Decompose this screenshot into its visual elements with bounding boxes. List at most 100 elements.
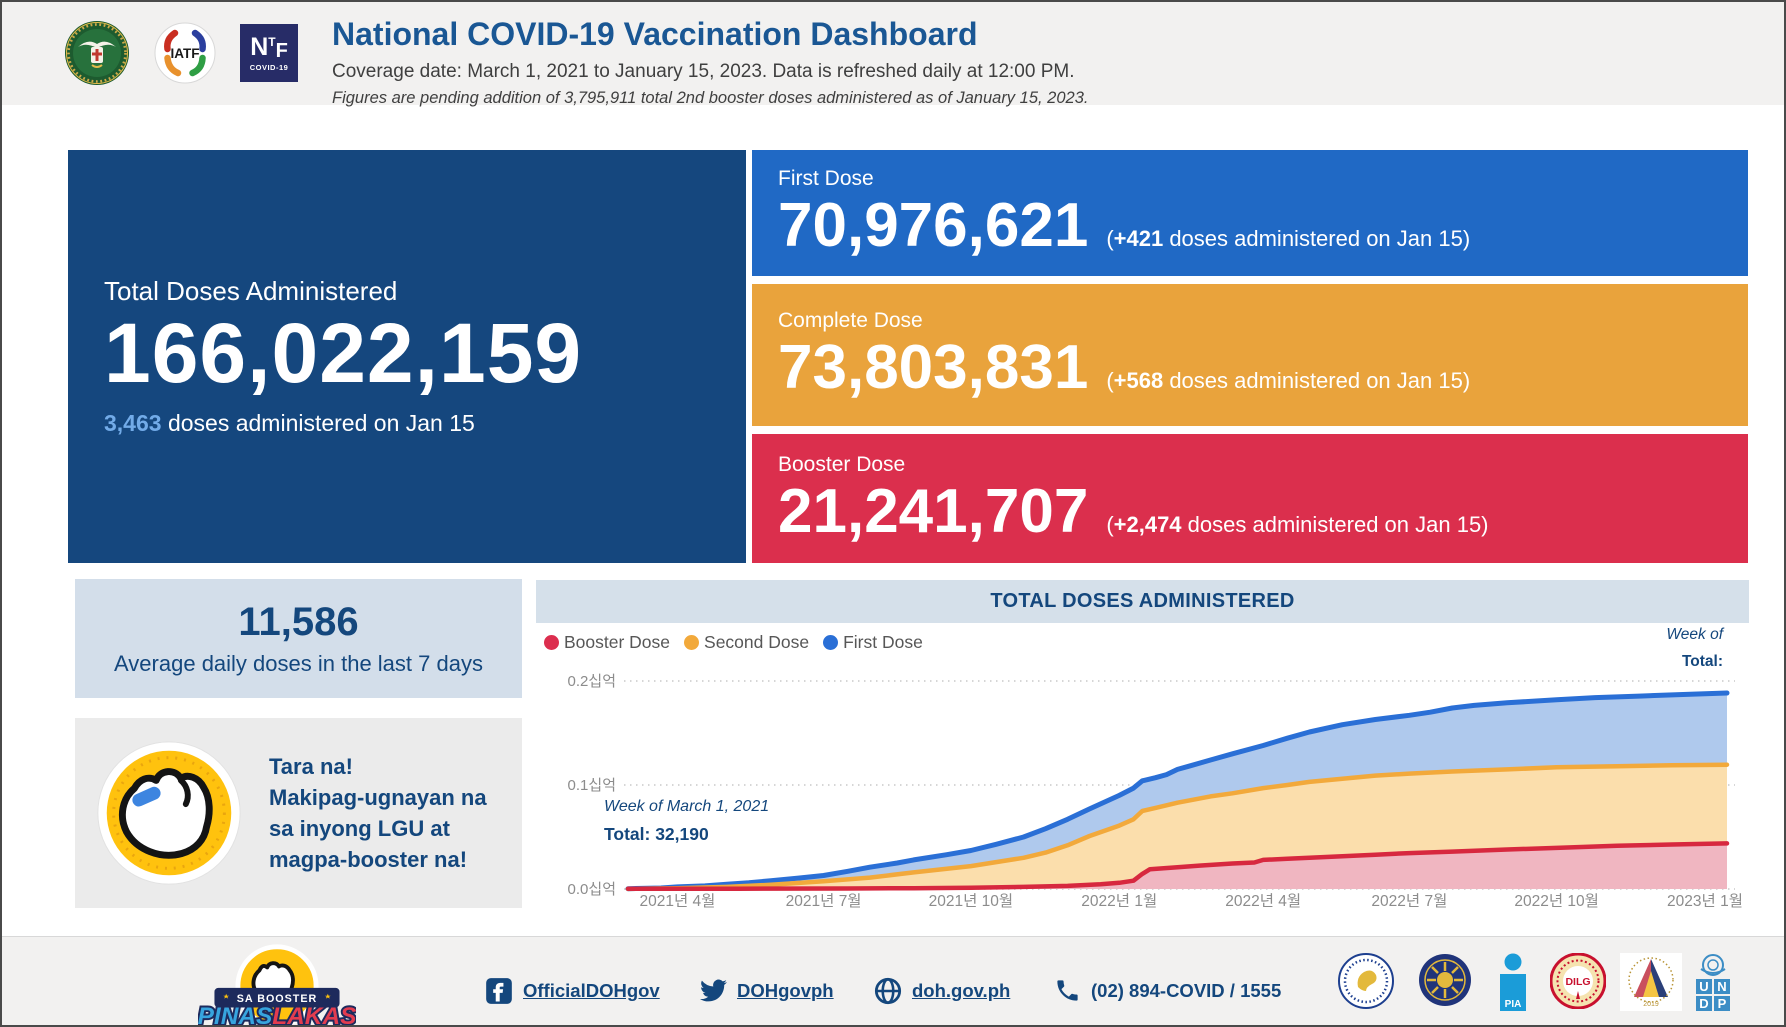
ops-seal-icon xyxy=(1338,953,1394,1009)
svg-text:U: U xyxy=(1699,979,1708,994)
end-total-label: Total: xyxy=(1681,653,1723,670)
dilg-seal-icon: DILG xyxy=(1550,953,1606,1009)
coverage-date-text: Coverage date: March 1, 2021 to January … xyxy=(332,61,1075,82)
total-delta-number: 3,463 xyxy=(104,409,162,436)
x-axis-tick-label: 2023년 1월 xyxy=(1667,892,1743,910)
flexed-arm-icon xyxy=(97,741,241,885)
anniversary-seal-icon: 2019 xyxy=(1620,953,1682,1011)
first-dose-label: First Dose xyxy=(778,167,874,191)
booster-dose-value: 21,241,707 xyxy=(778,476,1089,546)
legend-item-booster-dose[interactable]: Booster Dose xyxy=(544,632,670,653)
start-total-label: Total: 32,190 xyxy=(604,824,709,844)
dilg-text: DILG xyxy=(1565,976,1590,988)
complete-dose-card: Complete Dose 73,803,831 (+568 doses adm… xyxy=(752,284,1748,426)
total-doses-card: Total Doses Administered 166,022,159 3,4… xyxy=(68,150,746,563)
average-daily-doses-label: Average daily doses in the last 7 days xyxy=(114,651,483,676)
legend-dot-icon xyxy=(544,635,559,650)
iatf-logo-icon: IATF xyxy=(154,22,216,84)
total-doses-label: Total Doses Administered xyxy=(104,276,398,307)
first-dose-line xyxy=(625,690,1730,892)
complete-dose-value: 73,803,831 xyxy=(778,333,1089,403)
total-doses-delta: 3,463 doses administered on Jan 15 xyxy=(104,410,746,437)
iatf-text: IATF xyxy=(171,46,200,61)
website-link[interactable]: doh.gov.ph xyxy=(874,977,1010,1005)
average-daily-doses-card: 11,586 Average daily doses in the last 7… xyxy=(75,579,522,698)
phone-label: (02) 894-COVID / 1555 xyxy=(1091,979,1282,1001)
legend-label: Second Dose xyxy=(704,632,810,652)
booster-promo-card: Tara na! Makipag-ugnayan na sa inyong LG… xyxy=(75,718,522,908)
promo-line: sa inyong LGU at xyxy=(269,816,450,841)
first-dose-card: First Dose 70,976,621 (+421 doses admini… xyxy=(752,150,1748,276)
complete-dose-delta: (+568 doses administered on Jan 15) xyxy=(1106,368,1471,394)
phone-link[interactable]: (02) 894-COVID / 1555 xyxy=(1054,977,1281,1004)
promo-text: Tara na! Makipag-ugnayan na sa inyong LG… xyxy=(269,751,487,875)
facebook-link[interactable]: OfficialDOHgov xyxy=(485,977,660,1005)
booster-dose-area xyxy=(628,843,1727,889)
twitter-icon xyxy=(700,979,727,1002)
total-delta-text: doses administered on Jan 15 xyxy=(161,409,475,436)
doh-seal-icon xyxy=(65,21,129,85)
sa-booster-text: SA BOOSTER xyxy=(237,993,317,1005)
x-axis-tick-label: 2021년 7월 xyxy=(786,892,862,910)
promo-line: magpa-booster na! xyxy=(269,847,468,872)
chart-end-annotation: Week of Total: xyxy=(1666,626,1723,671)
pending-figures-note: Figures are pending addition of 3,795,91… xyxy=(332,89,1089,107)
pia-logo-icon: PIA xyxy=(1500,953,1526,1011)
promo-line: Makipag-ugnayan na xyxy=(269,785,487,810)
booster-dose-line xyxy=(625,841,1730,892)
twitter-label: DOHgovph xyxy=(737,979,834,1001)
legend-item-first-dose[interactable]: First Dose xyxy=(823,632,923,653)
ntf-letter-n: N xyxy=(250,32,269,61)
y-axis-tick-label: 0.1십억 xyxy=(568,777,616,794)
chart-title: TOTAL DOSES ADMINISTERED xyxy=(990,590,1295,612)
average-daily-doses-value: 11,586 xyxy=(238,600,359,644)
complete-dose-label: Complete Dose xyxy=(778,309,923,333)
phone-icon xyxy=(1057,980,1078,1001)
end-week-label: Week of xyxy=(1666,626,1723,643)
ntf-letter-f: F xyxy=(275,39,288,62)
svg-text:N: N xyxy=(1717,979,1726,994)
legend-label: First Dose xyxy=(843,632,923,652)
legend-dot-icon xyxy=(823,635,839,650)
header-text-block: National COVID-19 Vaccination Dashboard … xyxy=(332,16,1088,108)
chart-legend: Booster Dose Second Dose First Dose xyxy=(544,632,923,653)
x-axis-tick-label: 2022년 1월 xyxy=(1081,892,1157,910)
booster-dose-card: Booster Dose 21,241,707 (+2,474 doses ad… xyxy=(752,434,1748,563)
undp-logo-icon: U N D P xyxy=(1696,954,1730,1011)
legend-item-second-dose[interactable]: Second Dose xyxy=(684,632,809,653)
facebook-icon xyxy=(486,978,512,1004)
doses-chart[interactable]: 0.0십억 0.1십억 0.2십억 2021년 4월 2021년 7월 2021년 10월… xyxy=(536,580,1749,924)
doses-chart-panel: 0.0십억 0.1십억 0.2십억 2021년 4월 2021년 7월 2021년 10월… xyxy=(536,580,1749,910)
legend-label: Booster Dose xyxy=(564,632,671,652)
page-title: National COVID-19 Vaccination Dashboard xyxy=(332,16,978,52)
total-doses-value: 166,022,159 xyxy=(104,306,583,401)
ntf-letter-t: T xyxy=(268,34,276,49)
booster-dose-delta: (+2,474 doses administered on Jan 15) xyxy=(1106,511,1489,537)
website-label: doh.gov.ph xyxy=(912,980,1011,1001)
twitter-link[interactable]: DOHgovph xyxy=(700,977,834,1004)
x-axis-tick-label: 2022년 10월 xyxy=(1514,892,1599,910)
chart-start-annotation: Week of March 1, 2021 Total: 32,190 xyxy=(604,798,769,845)
anniversary-year-text: 2019 xyxy=(1643,1001,1659,1008)
pcoo-seal-icon xyxy=(1419,954,1471,1006)
svg-text:P: P xyxy=(1718,996,1727,1011)
second-dose-line xyxy=(625,762,1730,892)
pinaslakas-text: PINASLAKAS xyxy=(198,1003,356,1027)
pinaslakas-logo-icon: SA BOOSTER PINASLAKAS xyxy=(198,944,356,1027)
footer: SA BOOSTER PINASLAKAS OfficialDOHgov DOH… xyxy=(2,936,1784,1025)
ntf-covid19-text: COVID-19 xyxy=(249,62,289,72)
globe-icon xyxy=(874,977,902,1005)
booster-dose-label: Booster Dose xyxy=(778,452,906,476)
y-axis-tick-label: 0.2십억 xyxy=(568,673,616,690)
first-dose-delta: (+421 doses administered on Jan 15) xyxy=(1106,226,1471,252)
legend-dot-icon xyxy=(684,635,700,650)
start-week-label: Week of March 1, 2021 xyxy=(604,798,770,815)
x-axis-tick-label: 2021년 4월 xyxy=(639,892,715,910)
x-axis-tick-label: 2022년 4월 xyxy=(1225,892,1301,910)
y-axis-tick-label: 0.0십억 xyxy=(568,881,616,898)
facebook-label: OfficialDOHgov xyxy=(523,980,660,1001)
